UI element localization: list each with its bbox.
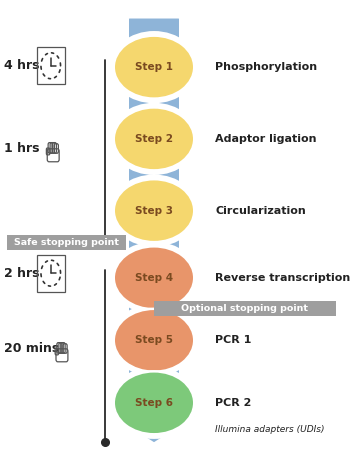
- Text: Optional stopping point: Optional stopping point: [182, 304, 308, 313]
- Text: Step 3: Step 3: [135, 206, 173, 216]
- Text: 2 hrs: 2 hrs: [4, 267, 39, 280]
- Text: Step 4: Step 4: [135, 273, 173, 283]
- Text: 1 hrs: 1 hrs: [4, 142, 39, 155]
- Ellipse shape: [110, 367, 198, 439]
- FancyBboxPatch shape: [154, 301, 336, 316]
- Ellipse shape: [114, 107, 194, 170]
- Text: Phosphorylation: Phosphorylation: [215, 62, 317, 72]
- Text: Step 6: Step 6: [135, 398, 173, 408]
- Text: Reverse transcription: Reverse transcription: [215, 273, 350, 283]
- Ellipse shape: [110, 175, 198, 247]
- Polygon shape: [114, 417, 194, 442]
- Polygon shape: [129, 19, 179, 417]
- Text: PCR 2: PCR 2: [215, 398, 252, 408]
- Ellipse shape: [114, 179, 194, 242]
- Text: Circularization: Circularization: [215, 206, 306, 216]
- Ellipse shape: [114, 246, 194, 309]
- Text: Safe stopping point: Safe stopping point: [14, 238, 119, 247]
- Text: PCR 1: PCR 1: [215, 335, 252, 345]
- FancyBboxPatch shape: [7, 235, 126, 250]
- Ellipse shape: [110, 304, 198, 376]
- Ellipse shape: [110, 242, 198, 314]
- Ellipse shape: [110, 31, 198, 103]
- Text: 20 mins: 20 mins: [4, 342, 59, 355]
- Ellipse shape: [114, 309, 194, 372]
- Text: Step 1: Step 1: [135, 62, 173, 72]
- Text: Step 5: Step 5: [135, 335, 173, 345]
- Ellipse shape: [114, 36, 194, 99]
- Polygon shape: [129, 19, 179, 37]
- Ellipse shape: [110, 103, 198, 175]
- Text: Illumina adapters (UDIs): Illumina adapters (UDIs): [215, 425, 325, 434]
- Text: 4 hrs: 4 hrs: [4, 59, 39, 72]
- Text: Step 2: Step 2: [135, 134, 173, 144]
- Text: Adaptor ligation: Adaptor ligation: [215, 134, 317, 144]
- Ellipse shape: [114, 371, 194, 434]
